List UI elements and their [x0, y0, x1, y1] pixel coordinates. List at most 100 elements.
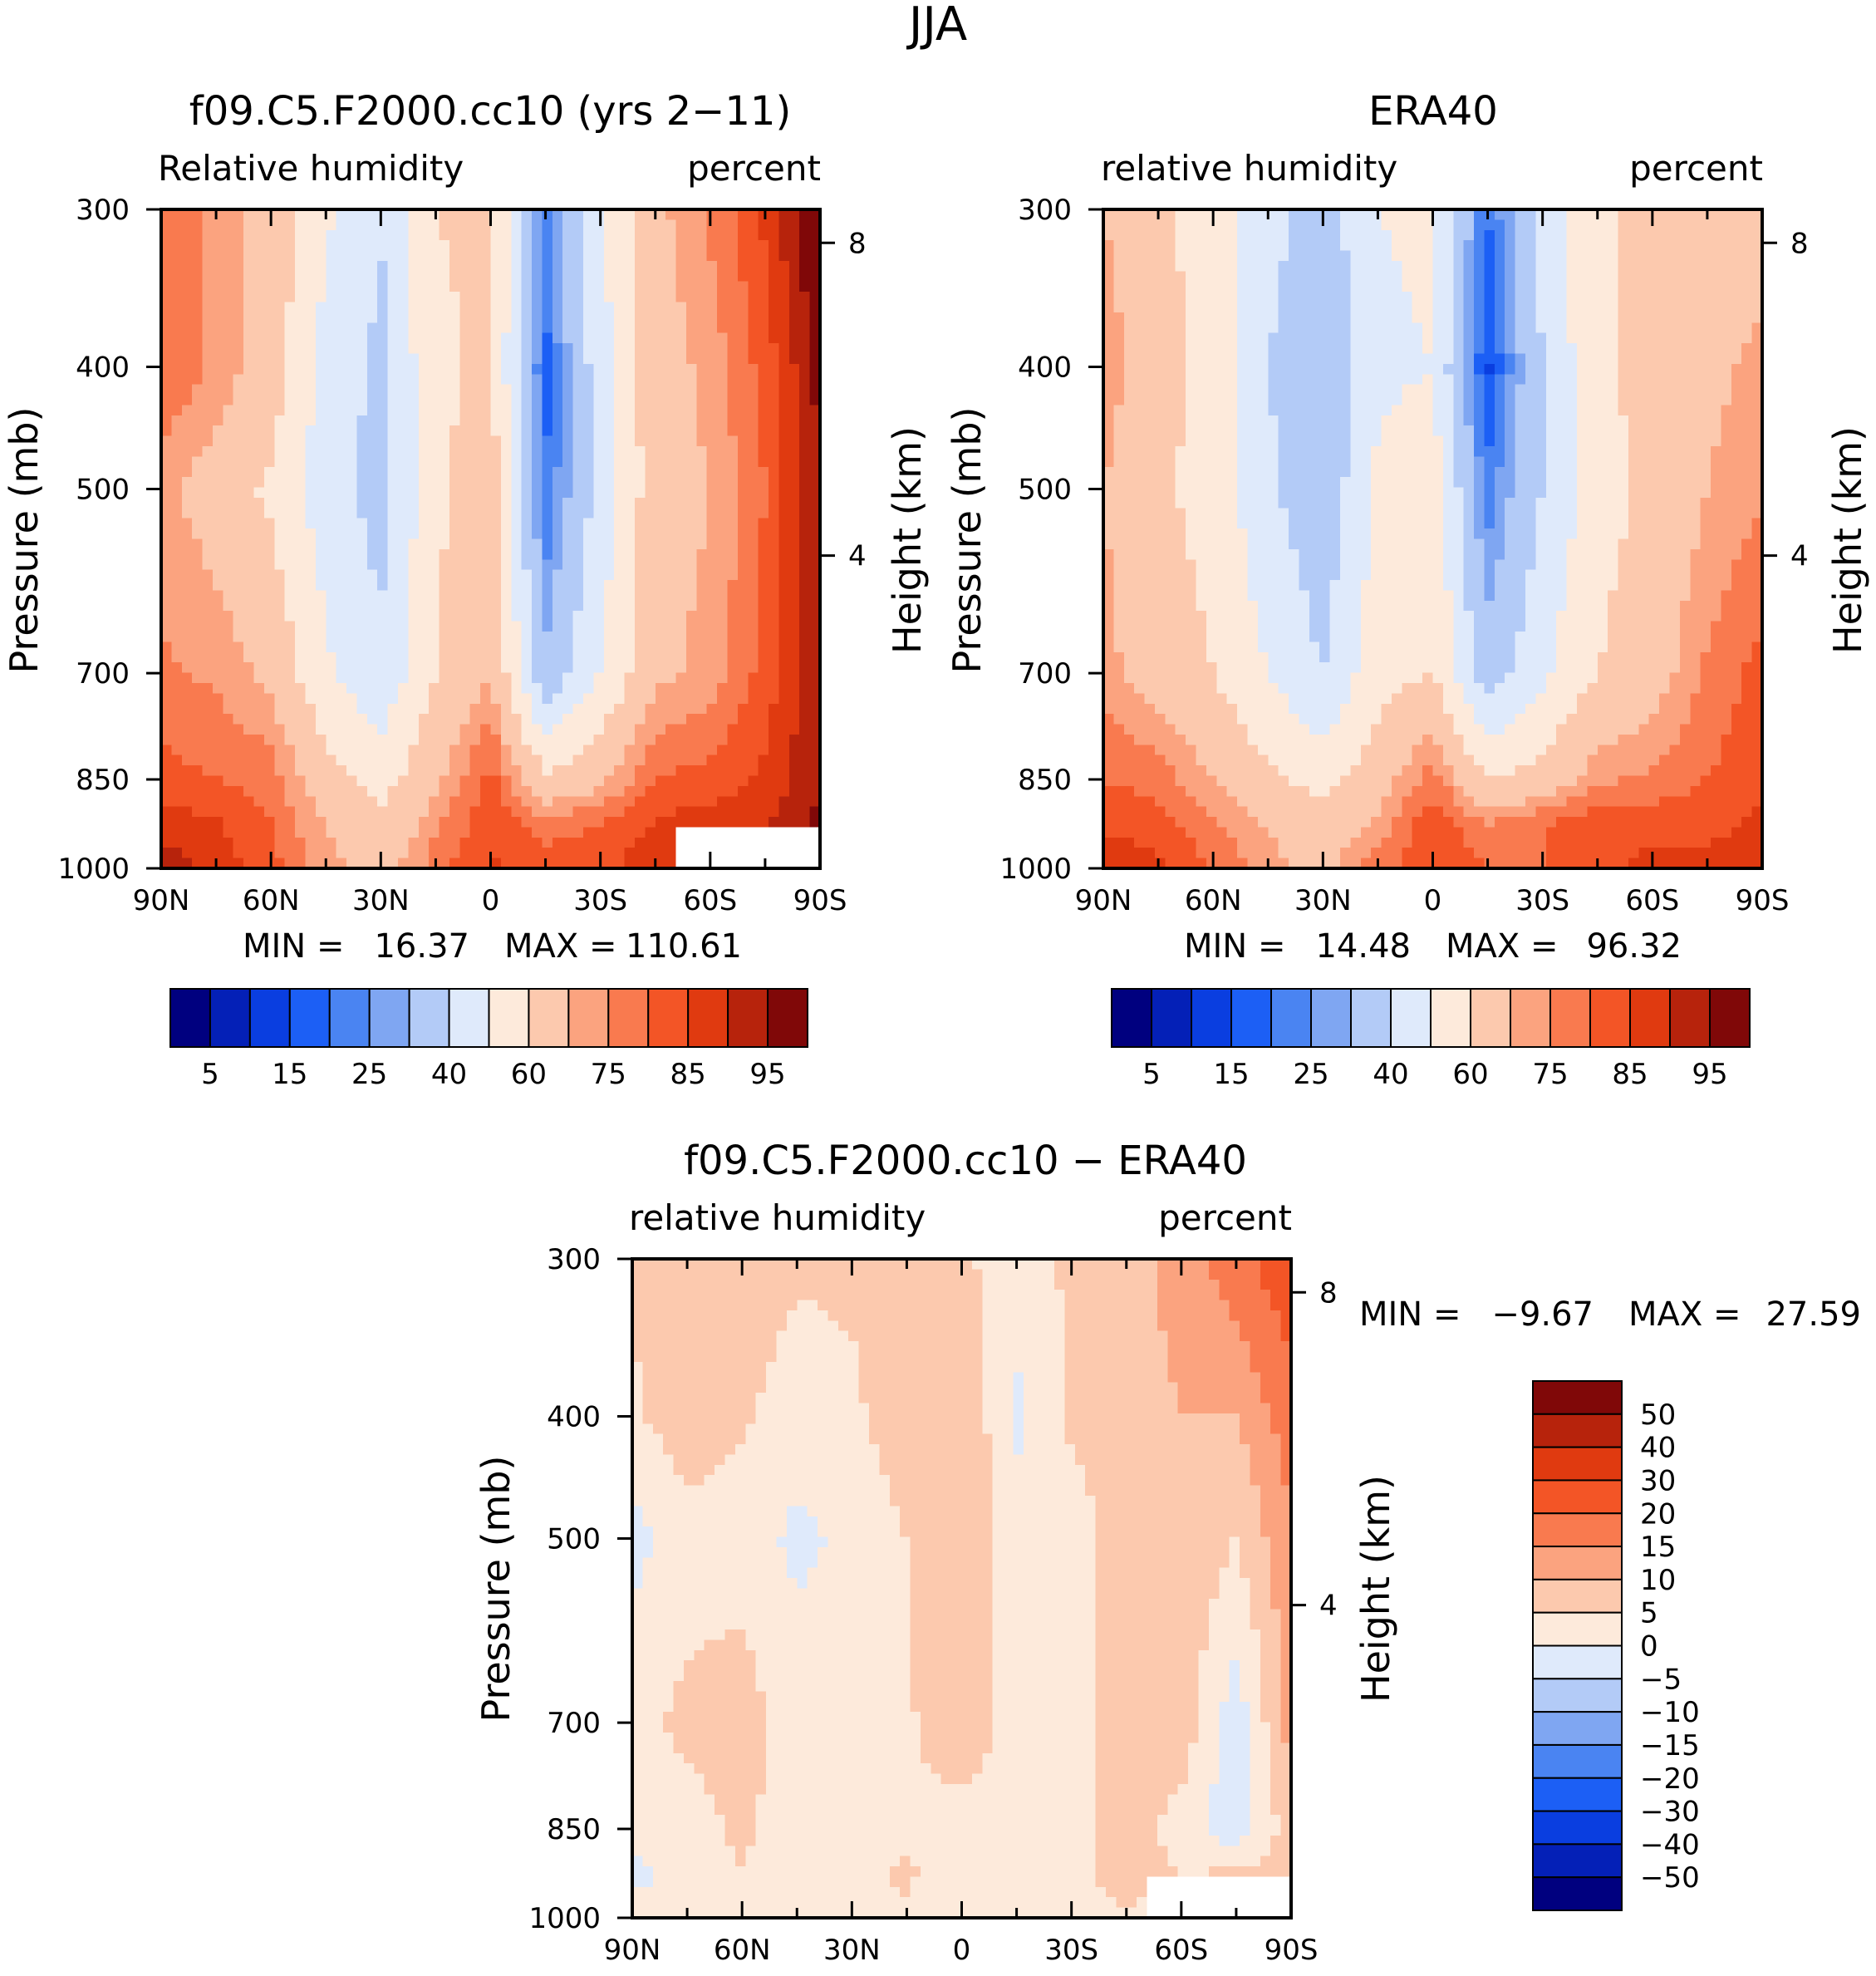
contour-cell	[634, 332, 646, 344]
contour-cell	[171, 508, 183, 519]
contour-cell	[202, 456, 214, 468]
contour-cell	[253, 755, 265, 766]
contour-cell	[675, 497, 687, 509]
contour-cell	[181, 405, 193, 416]
contour-cell	[500, 672, 512, 684]
contour-cell	[439, 548, 450, 560]
contour-cell	[295, 497, 307, 509]
contour-cell	[480, 703, 492, 715]
contour-cell	[655, 632, 666, 643]
contour-cell	[758, 271, 769, 283]
contour-cell	[737, 765, 749, 777]
contour-cell	[562, 374, 574, 386]
contour-cell	[1711, 250, 1722, 262]
contour-cell	[500, 292, 512, 303]
contour-cell	[429, 548, 440, 560]
contour-cell	[469, 435, 481, 447]
contour-cell	[727, 425, 739, 437]
contour-cell	[429, 477, 440, 489]
contour-cell	[614, 508, 626, 519]
contour-cell	[253, 569, 265, 581]
contour-cell	[634, 641, 646, 653]
contour-cell	[408, 271, 420, 283]
contour-cell	[603, 487, 615, 499]
contour-cell	[634, 466, 646, 478]
contour-cell	[788, 796, 800, 808]
contour-cell	[1216, 229, 1228, 241]
contour-cell	[284, 806, 296, 818]
contour-cell	[696, 724, 708, 735]
contour-cell	[593, 837, 605, 848]
contour-cell	[377, 302, 389, 313]
contour-cell	[439, 456, 450, 468]
contour-cell	[223, 528, 234, 540]
contour-cell	[449, 703, 460, 715]
contour-cell	[459, 672, 471, 684]
y-tick-label: 400	[76, 351, 130, 384]
contour-cell	[212, 837, 223, 848]
contour-cell	[449, 827, 460, 838]
contour-cell	[645, 209, 656, 220]
contour-cell	[1453, 312, 1465, 323]
contour-cell	[284, 651, 296, 663]
contour-cell	[161, 229, 172, 241]
contour-cell	[233, 456, 244, 468]
contour-cell	[583, 322, 595, 334]
contour-cell	[542, 384, 553, 396]
contour-cell	[562, 405, 574, 416]
contour-cell	[233, 785, 244, 797]
contour-cell	[202, 435, 214, 447]
contour-cell	[500, 755, 512, 766]
contour-cell	[284, 734, 296, 745]
contour-cell	[532, 528, 543, 540]
contour-cell	[696, 477, 708, 489]
contour-cell	[295, 651, 307, 663]
contour-cell	[809, 332, 821, 344]
y-tick-label: 700	[76, 657, 130, 691]
contour-cell	[295, 837, 307, 848]
contour-cell	[1412, 271, 1423, 283]
contour-cell	[1659, 260, 1671, 272]
contour-cell	[758, 518, 769, 529]
contour-cell	[799, 569, 811, 581]
contour-cell	[469, 785, 481, 797]
contour-cell	[500, 384, 512, 396]
contour-cell	[1515, 332, 1526, 344]
contour-cell	[532, 456, 543, 468]
contour-cell	[181, 632, 193, 643]
contour-cell	[1381, 260, 1392, 272]
contour-cell	[397, 209, 409, 220]
contour-cell	[336, 405, 347, 416]
contour-cell	[253, 415, 265, 426]
contour-cell	[521, 384, 533, 396]
contour-cell	[748, 765, 759, 777]
contour-cell	[429, 281, 440, 292]
contour-cell	[1505, 332, 1516, 344]
contour-cell	[202, 219, 214, 231]
contour-cell	[1165, 260, 1176, 272]
contour-cell	[295, 281, 307, 292]
contour-cell	[542, 641, 553, 653]
contour-cell	[706, 425, 718, 437]
contour-cell	[469, 518, 481, 529]
contour-cell	[336, 353, 347, 365]
contour-cell	[202, 621, 214, 632]
contour-cell	[439, 209, 450, 220]
contour-cell	[192, 682, 204, 694]
contour-cell	[263, 817, 275, 828]
contour-cell	[634, 632, 646, 643]
contour-cell	[665, 693, 677, 705]
contour-cell	[243, 487, 255, 499]
contour-cell	[799, 322, 811, 334]
contour-cell	[346, 651, 358, 663]
contour-cell	[603, 250, 615, 262]
contour-cell	[315, 292, 327, 303]
contour-cell	[748, 219, 759, 231]
contour-cell	[727, 559, 739, 571]
colorbar-label: 95	[749, 1058, 785, 1091]
contour-cell	[634, 508, 646, 519]
contour-cell	[1360, 271, 1372, 283]
contour-cell	[181, 271, 193, 283]
contour-cell	[665, 528, 677, 540]
contour-cell	[603, 611, 615, 622]
